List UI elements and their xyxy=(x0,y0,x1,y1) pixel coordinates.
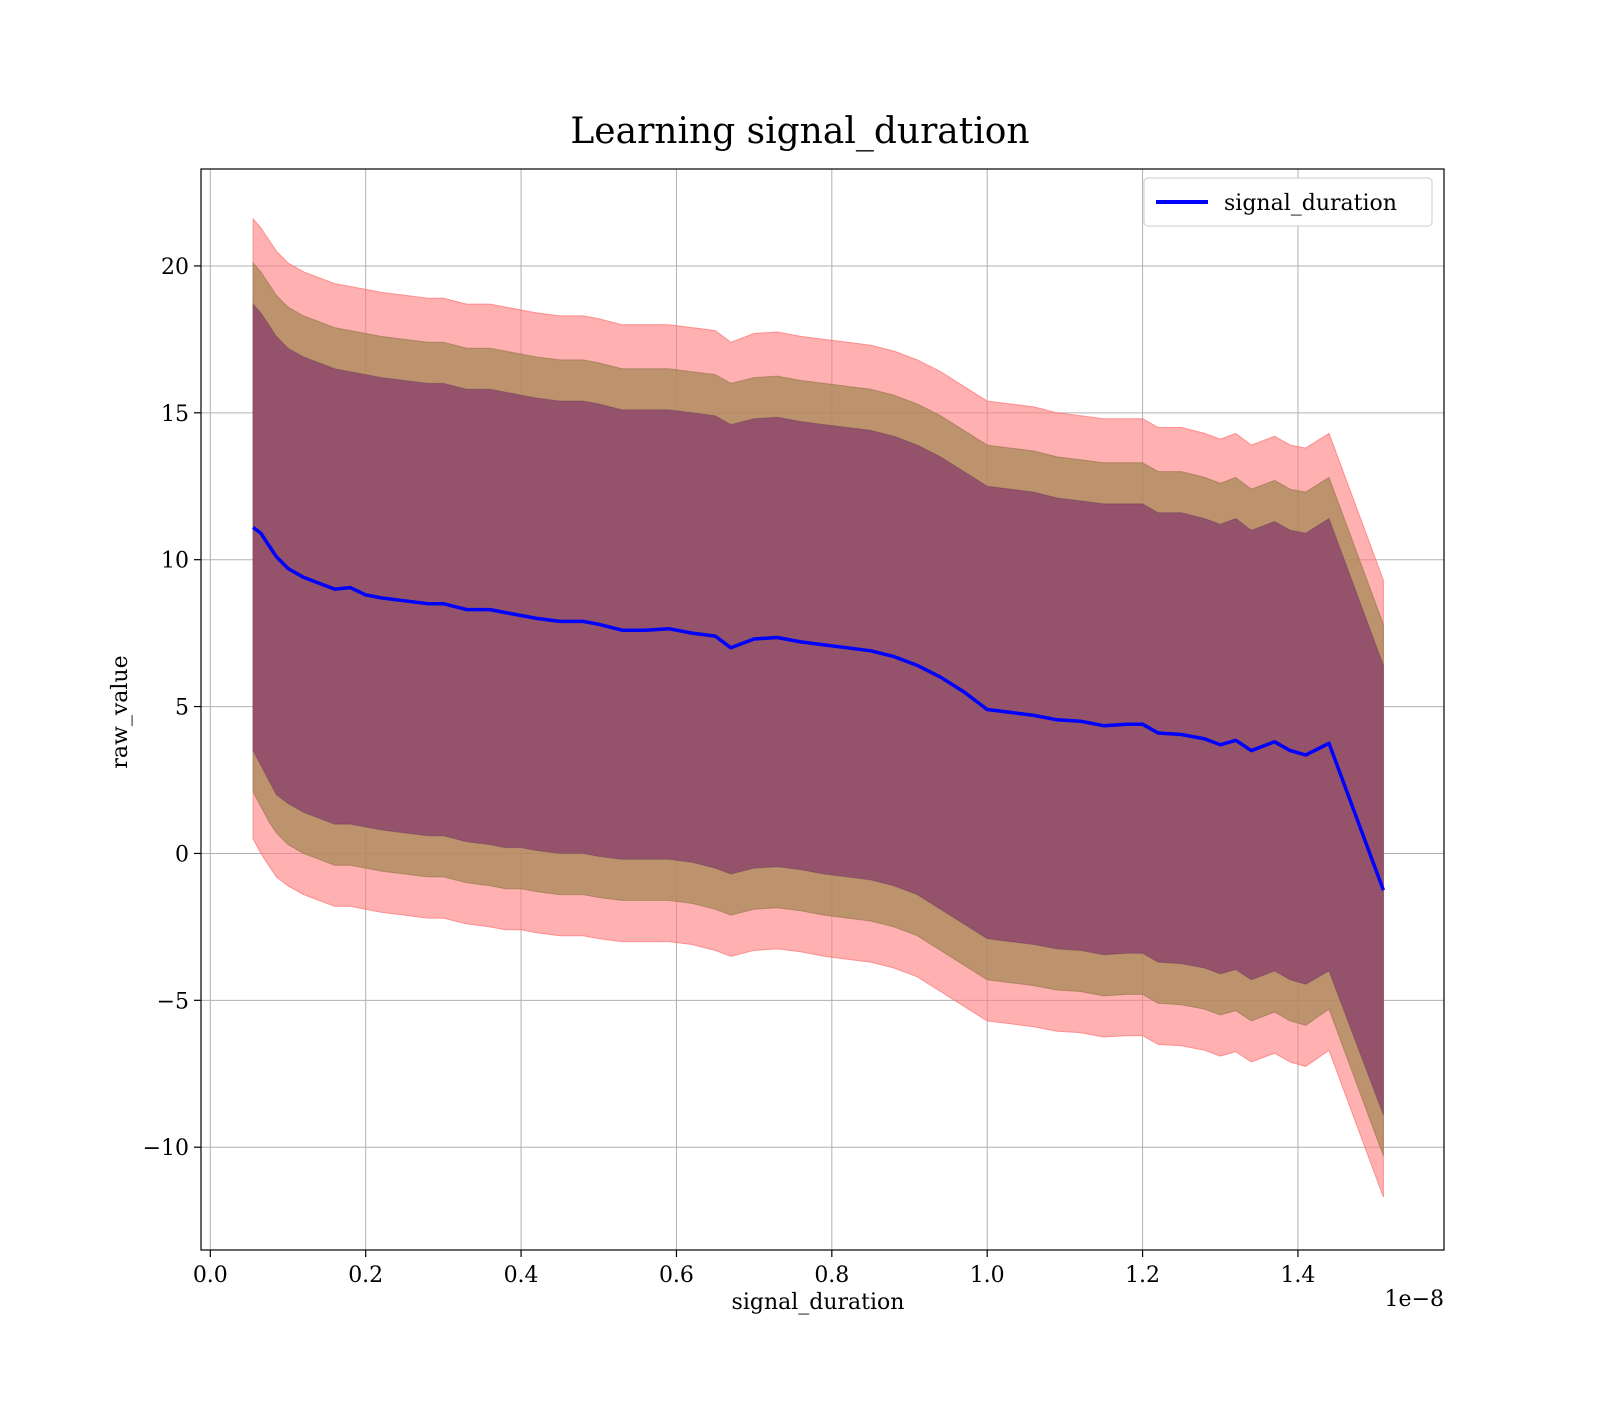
x-axis-offset-label: 1e−8 xyxy=(1385,1287,1444,1312)
y-tick-label-0: −10 xyxy=(143,1136,189,1161)
x-tick-label-4: 0.8 xyxy=(814,1263,849,1288)
x-tick-label-5: 1.0 xyxy=(970,1263,1005,1288)
legend-entry-label: signal_duration xyxy=(1224,191,1397,216)
chart-title: Learning signal_duration xyxy=(570,111,1029,152)
plot-frame xyxy=(200,168,1445,1251)
x-tick-label-2: 0.4 xyxy=(504,1263,539,1288)
legend: signal_duration xyxy=(1143,177,1433,227)
y-axis-label: raw_value xyxy=(108,655,133,768)
y-tick-label-2: 0 xyxy=(175,842,189,867)
x-tick-label-1: 0.2 xyxy=(348,1263,383,1288)
x-tick-label-7: 1.4 xyxy=(1280,1263,1315,1288)
x-tick-label-3: 0.6 xyxy=(659,1263,694,1288)
legend-box xyxy=(1143,177,1433,227)
x-axis-label: signal_duration xyxy=(732,1290,905,1315)
y-tick-label-1: −5 xyxy=(157,989,189,1014)
band-inner xyxy=(252,302,1384,1116)
series-line-signal-duration xyxy=(252,526,1386,891)
y-tick-label-3: 5 xyxy=(175,696,189,721)
x-tick-label-0: 0.0 xyxy=(193,1263,228,1288)
x-tick-label-6: 1.2 xyxy=(1125,1263,1160,1288)
y-tick-label-6: 20 xyxy=(161,255,189,280)
y-tick-label-4: 10 xyxy=(161,549,189,574)
y-tick-label-5: 15 xyxy=(161,402,189,427)
